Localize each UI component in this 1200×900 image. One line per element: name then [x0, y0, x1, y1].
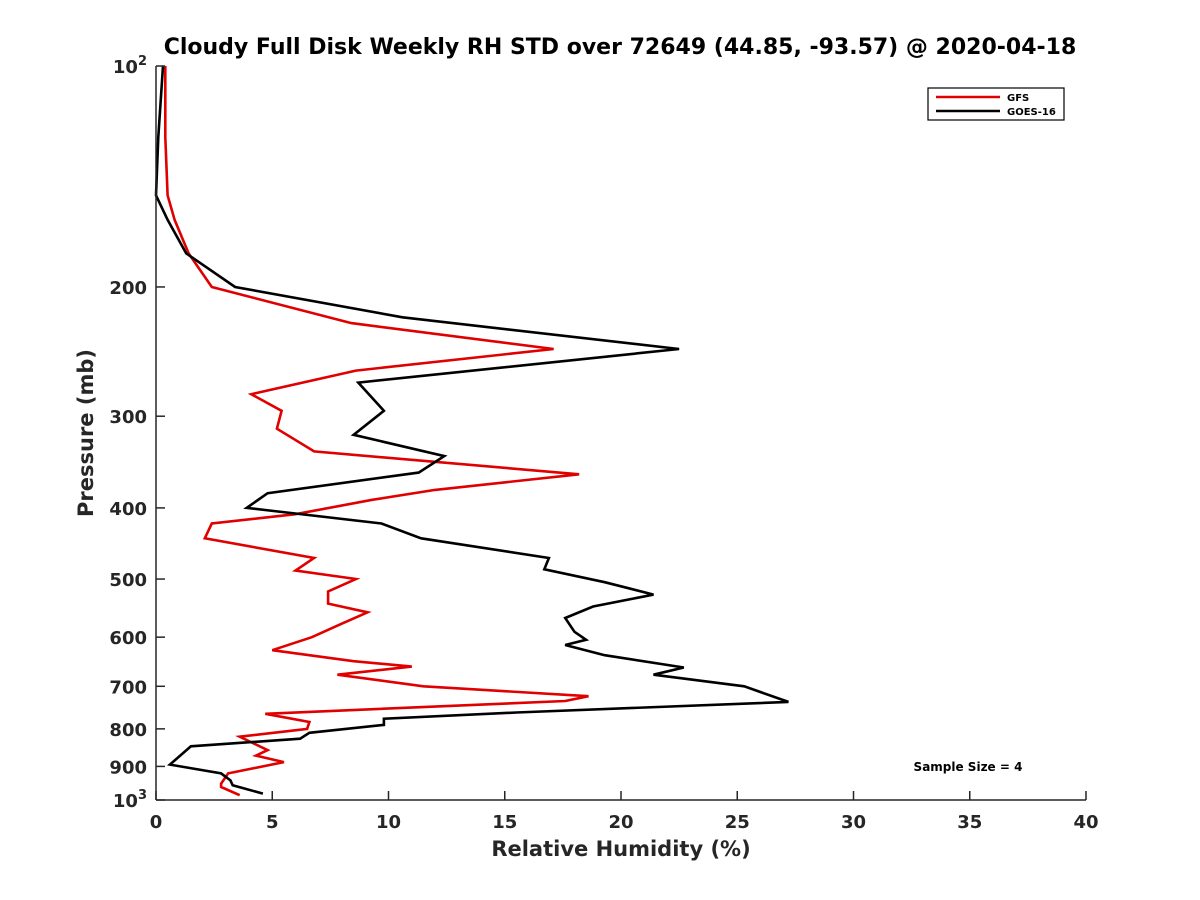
x-axis-ticks: 0 5 10 15 20 25 30 35 40: [150, 791, 1099, 833]
x-tick-label: 25: [725, 812, 750, 833]
y-tick-label: 800: [109, 720, 147, 741]
sample-size-annotation: Sample Size = 4: [914, 760, 1023, 774]
x-tick-label: 20: [608, 812, 633, 833]
y-tick-label: 400: [109, 499, 147, 520]
y-tick-label: 500: [109, 570, 147, 591]
y-tick-label: 103: [113, 788, 147, 812]
legend: GFS GOES-16: [927, 87, 1065, 121]
x-axis-label: Relative Humidity (%): [491, 837, 750, 861]
plot-area: 0 5 10 15 20 25 30 35 40 102 200 300 400 500 600 700 80…: [109, 54, 1098, 833]
legend-items: GFS GOES-16: [936, 93, 1056, 118]
x-tick-label: 30: [841, 812, 866, 833]
x-tick-label: 5: [266, 812, 279, 833]
series-line-goes-16: [154, 65, 789, 795]
series-line-gfs: [164, 66, 589, 797]
legend-box: [927, 87, 1065, 121]
x-tick-label: 10: [376, 812, 401, 833]
series-layer: [154, 65, 789, 797]
y-tick-label: 300: [109, 407, 147, 428]
y-tick-label: 600: [109, 628, 147, 649]
legend-label: GFS: [1007, 93, 1029, 104]
y-axis-label: Pressure (mb): [74, 349, 98, 517]
y-tick-label: 200: [109, 278, 147, 299]
x-tick-label: 40: [1073, 812, 1098, 833]
x-tick-label: 0: [150, 812, 163, 833]
y-axis-ticks: 102 200 300 400 500 600 700 800 900 103: [109, 54, 165, 812]
y-tick-label: 102: [113, 54, 147, 78]
y-tick-label: 700: [109, 677, 147, 698]
chart-title: Cloudy Full Disk Weekly RH STD over 7264…: [164, 35, 1077, 60]
x-tick-label: 15: [492, 812, 517, 833]
x-tick-label: 35: [957, 812, 982, 833]
legend-label: GOES-16: [1007, 107, 1056, 118]
y-tick-label: 900: [109, 757, 147, 778]
axes-background: [156, 66, 1086, 800]
